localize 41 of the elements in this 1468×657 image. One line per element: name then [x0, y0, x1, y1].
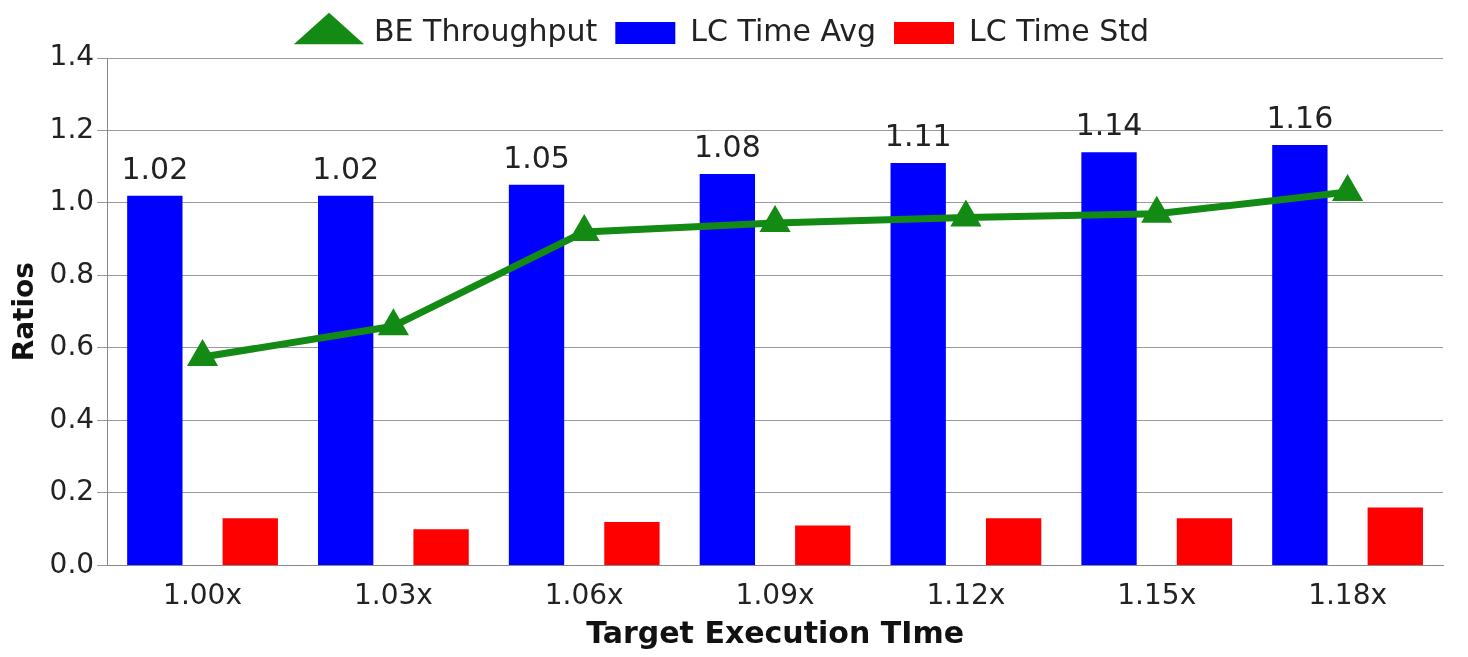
legend-label: BE Throughput [373, 12, 598, 48]
bar [604, 521, 660, 565]
x-tick-label: 1.15x [1117, 578, 1197, 612]
y-tick-label: 0.0 [49, 546, 95, 580]
data-label: 1.08 [693, 128, 761, 164]
bar [413, 529, 469, 565]
bar [508, 184, 565, 565]
x-tick-label: 1.06x [544, 578, 624, 612]
data-label: 1.14 [1075, 107, 1143, 143]
bar [318, 195, 374, 565]
data-label: 1.16 [1266, 99, 1334, 135]
bar [222, 518, 278, 565]
data-label: 1.11 [884, 117, 952, 153]
legend-label: LC Time Std [969, 12, 1150, 48]
y-tick-label: 1.4 [49, 39, 95, 73]
y-tick-label: 0.6 [49, 329, 95, 363]
y-tick-label: 1.2 [49, 111, 95, 145]
legend-label: LC Time Avg [690, 12, 877, 48]
data-label: 1.05 [503, 139, 570, 175]
bar [1367, 507, 1423, 565]
bar [699, 173, 756, 565]
x-tick-label: 1.00x [163, 578, 243, 612]
y-tick-label: 1.0 [49, 184, 95, 218]
bar [1081, 152, 1137, 565]
data-label: 1.02 [121, 150, 189, 186]
bar [1272, 144, 1328, 565]
y-tick-label: 0.8 [49, 256, 95, 290]
data-label: 1.02 [312, 150, 380, 186]
x-axis-title: Target Execution TIme [586, 614, 964, 650]
bar [795, 525, 851, 565]
x-tick-label: 1.12x [926, 578, 1006, 612]
y-axis-title: Ratios [7, 262, 41, 362]
bar [985, 518, 1042, 565]
bar [127, 195, 183, 565]
x-tick-label: 1.03x [353, 578, 433, 612]
x-tick-label: 1.09x [735, 578, 815, 612]
y-tick-label: 0.2 [49, 474, 95, 508]
y-tick-label: 0.4 [49, 401, 95, 435]
x-tick-label: 1.18x [1308, 578, 1388, 612]
bar [890, 163, 946, 565]
bar [1176, 518, 1233, 565]
